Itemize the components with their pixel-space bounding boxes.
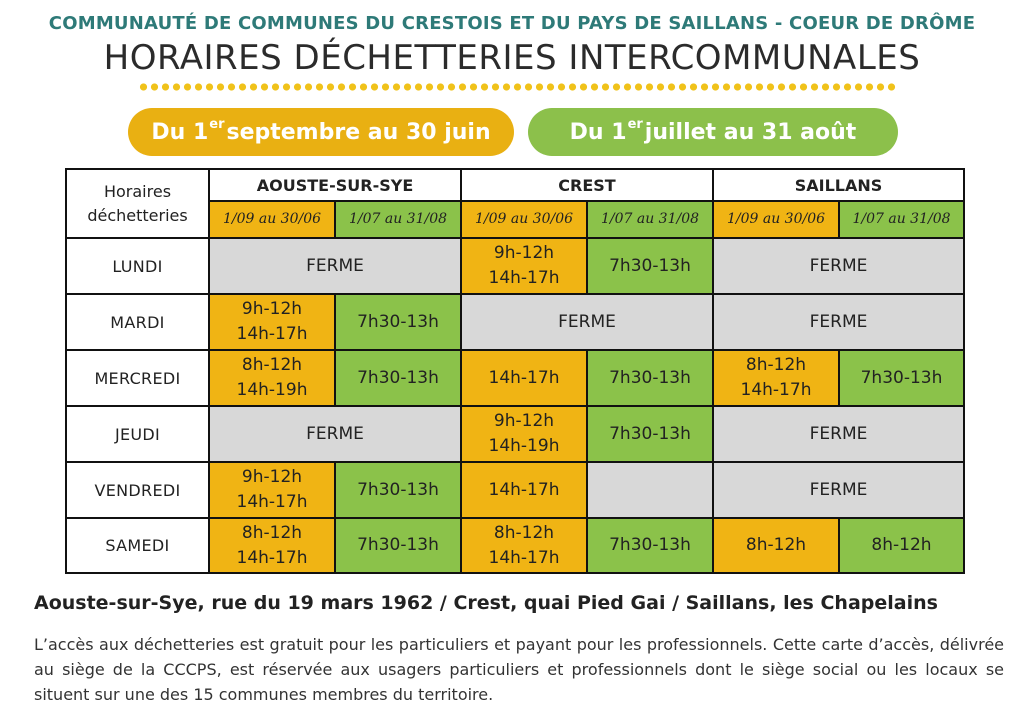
period-summer-suffix: juillet au 31 août [644,119,857,145]
hours-mercredi-saillans-summer: 7h30-13h [840,351,963,405]
hours-lundi-crest-summer: 7h30-13h [588,239,712,293]
hours-line: 14h-17h [236,547,308,568]
hours-vendredi-aouste-summer: 7h30-13h [336,463,460,517]
day-label-mardi: MARDI [67,295,208,349]
hours-samedi-saillans-winter: 8h-12h [714,519,838,572]
hours-line: 8h-12h [241,355,303,375]
site-header-saillans: SAILLANS [714,170,963,200]
corner-line-2: déchetteries [87,205,188,225]
hours-mercredi-saillans-winter: 8h-12h 14h-17h [714,351,838,405]
period-summer-prefix: Du 1 [569,119,627,145]
hours-mercredi-aouste-winter: 8h-12h 14h-19h [210,351,334,405]
hours-samedi-crest-summer: 7h30-13h [588,519,712,572]
hours-line: 9h-12h [241,467,303,487]
hours-line: 14h-17h [236,324,308,344]
closed-jeudi-aouste: FERME [210,407,460,461]
site-header-aouste: AOUSTE-SUR-SYE [210,170,460,200]
subheader-aouste-winter: 1/09 au 30/06 [210,202,334,237]
hours-mercredi-aouste-summer: 7h30-13h [336,351,460,405]
closed-vendredi-crest-summer [588,463,712,517]
hours-mercredi-crest-summer: 7h30-13h [588,351,712,405]
hours-line: 9h-12h [493,243,555,263]
day-label-lundi: LUNDI [67,239,208,293]
subheader-aouste-summer: 1/07 au 31/08 [336,202,460,237]
hours-vendredi-crest-winter: 14h-17h [462,463,586,517]
hours-line: 9h-12h [493,411,555,431]
period-winter-prefix: Du 1 [151,119,209,145]
hours-mardi-aouste-summer: 7h30-13h [336,295,460,349]
hours-samedi-saillans-summer: 8h-12h [840,519,963,572]
hours-line: 14h-17h [488,547,560,568]
day-label-samedi: SAMEDI [67,519,208,572]
hours-line: 9h-12h [241,299,303,319]
hours-line: 14h-19h [488,436,560,456]
subheader-saillans-summer: 1/07 au 31/08 [840,202,963,237]
day-label-vendredi: VENDREDI [67,463,208,517]
closed-lundi-saillans: FERME [714,239,963,293]
hours-line: 14h-17h [740,380,812,400]
hours-mercredi-crest-winter: 14h-17h [462,351,586,405]
hours-line: 8h-12h [241,522,303,543]
hours-samedi-aouste-winter: 8h-12h 14h-17h [210,519,334,572]
closed-mardi-saillans: FERME [714,295,963,349]
day-label-mercredi: MERCREDI [67,351,208,405]
hours-samedi-crest-winter: 8h-12h 14h-17h [462,519,586,572]
site-header-crest: CREST [462,170,712,200]
hours-line: 14h-17h [236,492,308,512]
hours-lundi-crest-winter: 9h-12h 14h-17h [462,239,586,293]
hours-samedi-aouste-summer: 7h30-13h [336,519,460,572]
organization-name: COMMUNAUTÉ DE COMMUNES DU CRESTOIS ET DU… [48,13,976,34]
access-note: L’accès aux déchetteries est gratuit pou… [34,635,1004,704]
hours-jeudi-crest-winter: 9h-12h 14h-19h [462,407,586,461]
period-summer-sup: er [627,116,643,132]
hours-vendredi-aouste-winter: 9h-12h 14h-17h [210,463,334,517]
period-badge-summer: Du 1 er juillet au 31 août [528,108,898,156]
subheader-crest-summer: 1/07 au 31/08 [588,202,712,237]
hours-line: 8h-12h [493,522,555,543]
hours-line: 14h-17h [488,268,560,288]
hours-line: 8h-12h [745,355,807,375]
subheader-crest-winter: 1/09 au 30/06 [462,202,586,237]
closed-lundi-aouste: FERME [210,239,460,293]
table-corner-header: Horaires déchetteries [67,170,208,237]
period-badge-winter: Du 1 er septembre au 30 juin [128,108,514,156]
closed-mardi-crest: FERME [462,295,712,349]
period-winter-sup: er [209,116,225,132]
hours-jeudi-crest-summer: 7h30-13h [588,407,712,461]
schedule-table: Horaires déchetteries AOUSTE-SUR-SYE CRE… [65,168,965,574]
site-addresses: Aouste-sur-Sye, rue du 19 mars 1962 / Cr… [34,592,938,614]
hours-line: 14h-19h [236,380,308,400]
closed-jeudi-saillans: FERME [714,407,963,461]
closed-vendredi-saillans: FERME [714,463,963,517]
page-title: HORAIRES DÉCHETTERIES INTERCOMMUNALES [103,38,921,78]
dotted-divider [138,82,898,92]
hours-mardi-aouste-winter: 9h-12h 14h-17h [210,295,334,349]
subheader-saillans-winter: 1/09 au 30/06 [714,202,838,237]
day-label-jeudi: JEUDI [67,407,208,461]
corner-line-1: Horaires [103,181,172,201]
period-winter-suffix: septembre au 30 juin [226,119,491,145]
